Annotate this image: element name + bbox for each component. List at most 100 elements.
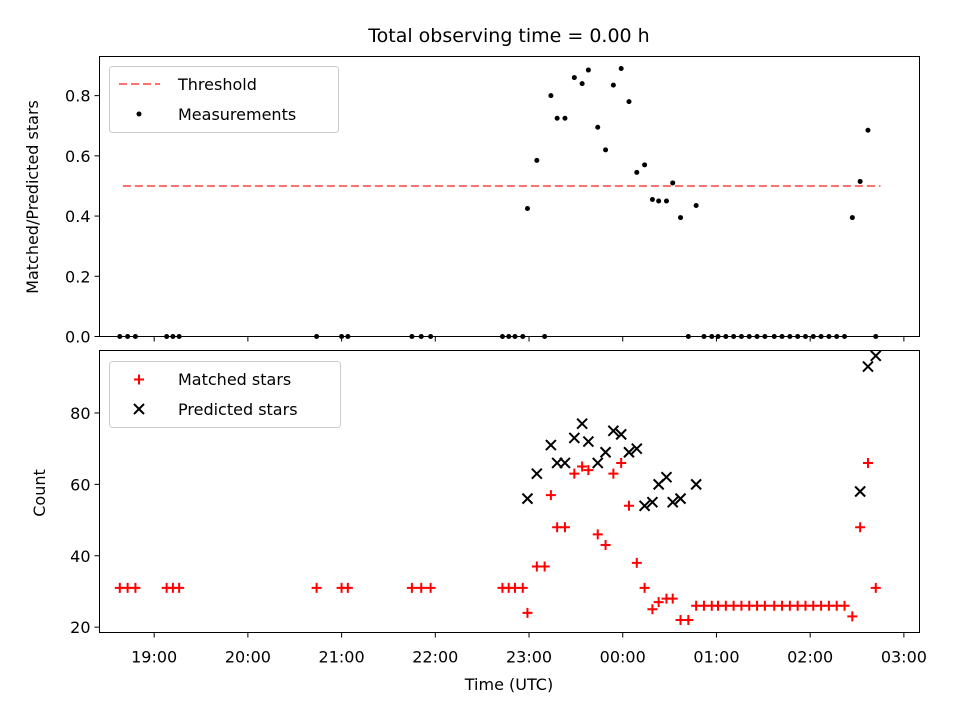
matched-star-point <box>870 582 881 593</box>
matched-star-point <box>592 529 603 540</box>
matched-star-point <box>559 522 570 533</box>
measurement-point <box>678 215 684 221</box>
predicted-star-point <box>592 457 604 469</box>
predicted-star-point <box>631 442 643 455</box>
top-y-tick-label: 0.8 <box>65 87 90 106</box>
predicted-star-point <box>615 428 627 441</box>
bottom-legend-box <box>109 361 341 428</box>
predicted-star-point <box>582 435 595 448</box>
bottom-y-ticks: 20 40 60 80 <box>70 404 100 637</box>
predicted-star-point <box>623 446 635 458</box>
matched-star-point <box>631 557 642 568</box>
top-x-ticks <box>153 336 905 342</box>
top-axes-frame <box>99 56 920 337</box>
matched-star-point <box>406 582 417 593</box>
matched-star-point <box>569 468 580 479</box>
x-tick-label: 21:00 <box>319 648 365 667</box>
measurement-point <box>656 198 662 204</box>
matched-legend-swatch <box>134 374 144 385</box>
matched-star-point <box>342 582 353 593</box>
matched-star-point <box>855 522 866 533</box>
top-panel: 0.00.20.40.60.8 Matched/Predicted stars … <box>23 56 920 347</box>
chart-title: Total observing time = 0.00 h <box>367 25 649 47</box>
predicted-star-point <box>674 492 687 505</box>
predicted-star-point <box>531 467 543 480</box>
predicted-star-point <box>545 439 557 451</box>
predicted-star-point <box>646 496 659 508</box>
matched-star-point <box>425 582 436 593</box>
bottom-y-tick-label: 80 <box>70 404 90 423</box>
predicted-star-point <box>576 417 588 430</box>
top-y-axis-label: Matched/Predicted stars <box>23 100 42 294</box>
matched-star-point <box>623 500 634 511</box>
x-tick-label: 02:00 <box>787 648 833 667</box>
matched-star-point <box>683 615 694 626</box>
top-y-tick-label: 0.6 <box>65 147 90 166</box>
predicted-star-point <box>854 485 866 498</box>
matched-star-point <box>839 600 850 611</box>
top-y-ticks: 0.0 0.2 0.4 0.6 0.8 <box>65 87 100 347</box>
predicted-legend-label: Predicted stars <box>178 400 298 419</box>
predicted-star-point <box>660 471 673 483</box>
x-tick-label: 00:00 <box>600 648 646 667</box>
measurements-legend-swatch <box>136 111 142 117</box>
measurement-point <box>554 115 560 121</box>
matched-legend-label: Matched stars <box>178 370 291 389</box>
measurement-point <box>626 99 632 105</box>
measurement-point <box>610 82 616 88</box>
x-tick-label: 19:00 <box>131 648 177 667</box>
bottom-y-tick-label: 20 <box>70 618 90 637</box>
predicted-star-point <box>521 492 534 505</box>
matched-star-point <box>130 582 141 593</box>
threshold-legend-label: Threshold <box>177 75 257 94</box>
predicted-star-point <box>559 457 571 469</box>
matched-star-point <box>647 604 658 615</box>
measurement-point <box>603 147 609 153</box>
measurement-point <box>865 127 871 133</box>
bottom-legend: Matched stars Predicted stars <box>109 361 341 428</box>
top-y-tick-label: 0.4 <box>65 207 90 226</box>
matched-star-point <box>608 468 619 479</box>
measurement-point <box>642 162 648 168</box>
matched-star-point <box>577 461 588 472</box>
predicted-star-point <box>667 496 679 508</box>
measurement-point <box>670 180 676 186</box>
measurement-point <box>562 115 568 121</box>
measurement-point <box>548 93 554 99</box>
measurement-point <box>693 203 699 209</box>
top-legend-box <box>109 66 339 133</box>
x-tick-label: 23:00 <box>506 648 552 667</box>
bottom-panel: 20 40 60 80 19:00 20:00 21:00 22:00 23:00 00:00 0… <box>30 350 927 694</box>
measurement-point <box>663 198 669 204</box>
matched-star-point <box>862 457 873 468</box>
predicted-star-point <box>862 360 874 373</box>
measurement-point <box>649 197 655 203</box>
measurement-point <box>585 67 591 73</box>
bottom-axes-frame <box>99 350 920 633</box>
measurement-point <box>634 169 640 175</box>
top-y-tick-label: 0.2 <box>65 267 90 286</box>
top-y-tick-label: 0.0 <box>65 328 90 347</box>
matched-star-point <box>847 611 858 622</box>
measurement-point <box>524 206 530 212</box>
matched-star-point <box>311 582 322 593</box>
predicted-star-point <box>568 432 581 444</box>
measurement-point <box>595 124 601 130</box>
matched-star-point <box>639 582 650 593</box>
measurement-point <box>857 178 863 184</box>
measurement-point <box>579 81 585 87</box>
matched-star-point <box>539 561 550 572</box>
predicted-star-point <box>599 446 612 458</box>
measurements-legend-label: Measurements <box>178 105 296 124</box>
x-tick-label: 03:00 <box>881 648 927 667</box>
bottom-x-ticks: 19:00 20:00 21:00 22:00 23:00 00:00 01:00 02:00… <box>131 632 927 667</box>
matched-star-point <box>517 582 528 593</box>
predicted-star-point <box>607 425 620 437</box>
x-axis-label: Time (UTC) <box>464 675 553 694</box>
bottom-y-tick-label: 60 <box>70 475 90 494</box>
matched-star-point <box>653 597 664 608</box>
predicted-star-point <box>638 500 651 512</box>
bottom-plot-marks <box>114 350 882 626</box>
matched-star-point <box>545 490 556 501</box>
